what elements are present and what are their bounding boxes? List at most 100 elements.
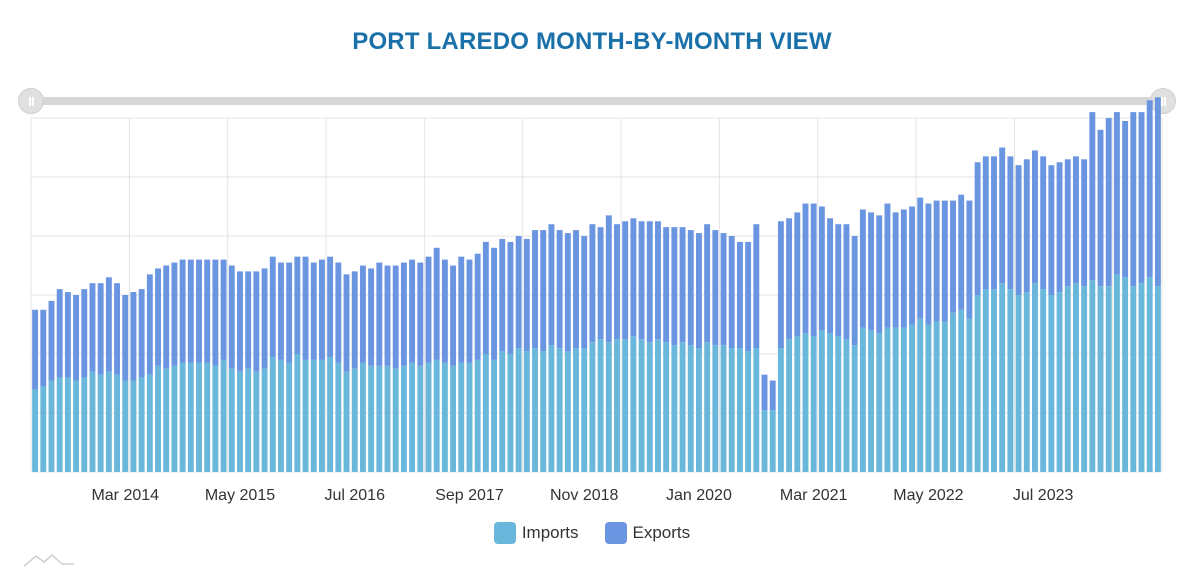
bar-imports (1064, 286, 1071, 472)
bar-exports (835, 224, 842, 337)
bar-exports (433, 247, 440, 360)
bar-exports (573, 230, 579, 349)
brand-logo-icon (23, 553, 74, 567)
bar-exports (515, 236, 522, 349)
bar-exports (941, 200, 948, 322)
bar-exports (843, 224, 850, 340)
bar-imports (835, 336, 842, 472)
bar-exports (220, 259, 227, 360)
bar-exports (1089, 112, 1096, 281)
bar-imports (556, 348, 563, 472)
bar-imports (868, 330, 875, 472)
bar-exports (450, 265, 457, 366)
bar-imports (720, 345, 727, 472)
bar-exports (253, 271, 260, 372)
bar-imports (1040, 289, 1047, 472)
bar-exports (597, 227, 604, 340)
bar-imports (1081, 286, 1088, 472)
bar-exports (237, 271, 243, 372)
bar-imports (499, 351, 506, 472)
legend-swatch-exports (604, 522, 627, 544)
bar-imports (933, 321, 940, 472)
bar-exports (581, 236, 588, 349)
bar-exports (1154, 97, 1161, 287)
bar-exports (622, 221, 629, 340)
bar-imports (163, 368, 170, 472)
bar-exports (335, 262, 342, 363)
bar-exports (818, 206, 825, 331)
bar-exports (605, 215, 612, 343)
bar-exports (663, 227, 670, 343)
legend-label-imports: Imports (521, 523, 579, 542)
navigator-left-handle[interactable] (18, 88, 44, 114)
bar-exports (441, 259, 448, 363)
legend-item-exports[interactable]: Exports (604, 522, 690, 544)
bar-imports (343, 371, 350, 472)
bar-imports (122, 380, 129, 472)
bar-exports (73, 295, 80, 381)
bar-imports (482, 354, 489, 472)
bar-exports (1105, 118, 1112, 287)
bar-imports (507, 354, 514, 472)
bar-exports (925, 203, 932, 325)
bar-imports (843, 339, 850, 472)
bar-imports (212, 365, 219, 472)
bar-imports (400, 365, 407, 472)
bar-imports (900, 327, 907, 472)
bar-exports (368, 268, 375, 366)
bar-exports (1007, 156, 1014, 290)
bar-exports (1138, 112, 1145, 284)
bar-imports (146, 374, 153, 472)
bar-imports (884, 327, 891, 472)
bar-imports (991, 289, 997, 472)
bar-exports (1032, 150, 1038, 284)
chart-legend: Imports Exports (0, 522, 1184, 544)
bar-exports (630, 218, 637, 337)
bar-imports (679, 342, 686, 472)
bar-exports (720, 233, 727, 346)
legend-item-imports[interactable]: Imports (493, 522, 579, 544)
bar-exports (917, 197, 924, 319)
bar-imports (941, 321, 948, 472)
bar-imports (876, 333, 883, 472)
bar-imports (310, 359, 317, 472)
bar-imports (245, 368, 252, 472)
bar-exports (802, 203, 809, 334)
bar-exports (540, 230, 547, 352)
bar-imports (622, 339, 629, 472)
bar-exports (507, 241, 514, 354)
bar-imports (925, 324, 932, 472)
bar-imports (581, 348, 588, 472)
bar-exports (327, 256, 334, 357)
bar-exports (359, 265, 366, 363)
bar-exports (851, 236, 858, 346)
bar-imports (753, 348, 760, 472)
bar-exports (1015, 165, 1022, 295)
bar-exports (736, 241, 743, 349)
bar-imports (827, 333, 834, 472)
bar-exports (122, 295, 129, 381)
chart-title: PORT LAREDO MONTH-BY-MONTH VIEW (352, 28, 832, 55)
bar-imports (515, 348, 522, 472)
bar-imports (950, 312, 956, 472)
bar-imports (1072, 283, 1079, 472)
bar-imports (630, 336, 637, 472)
bar-imports (704, 342, 711, 472)
bar-exports (466, 259, 473, 363)
bar-imports (1089, 280, 1096, 472)
x-tick-label: Nov 2018 (550, 487, 619, 504)
bar-imports (1097, 286, 1104, 472)
bar-imports (81, 377, 88, 472)
bar-imports (474, 359, 481, 472)
bar-imports (73, 380, 80, 472)
bar-exports (286, 262, 293, 363)
bar-exports (474, 253, 481, 360)
bar-imports (540, 351, 547, 472)
navigator-track[interactable] (32, 97, 1162, 105)
bar-imports (138, 377, 145, 472)
bar-exports (269, 256, 276, 357)
x-tick-label: Mar 2014 (91, 487, 159, 504)
bar-exports (146, 274, 153, 375)
bar-imports (605, 342, 612, 472)
bar-exports (48, 300, 55, 381)
